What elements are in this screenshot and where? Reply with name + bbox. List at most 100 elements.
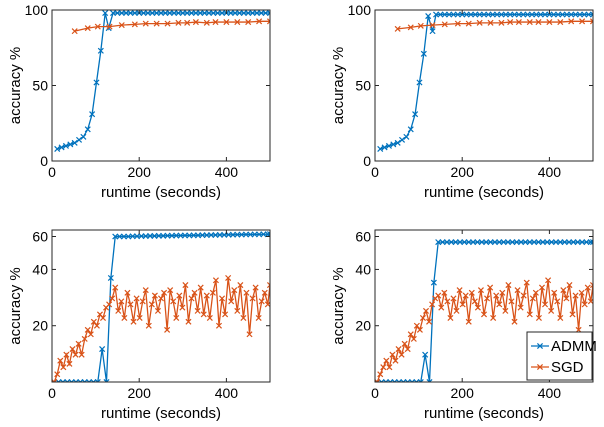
data-point-admm bbox=[382, 378, 389, 382]
data-point-sgd bbox=[90, 318, 97, 325]
data-point-admm bbox=[509, 239, 516, 246]
data-point-sgd bbox=[394, 25, 401, 32]
data-point-admm bbox=[242, 231, 250, 238]
data-point-sgd bbox=[109, 295, 116, 302]
data-point-sgd bbox=[184, 19, 191, 26]
data-point-sgd bbox=[563, 295, 570, 302]
data-point-sgd bbox=[167, 287, 174, 294]
data-point-sgd bbox=[450, 295, 457, 302]
data-point-admm bbox=[461, 239, 468, 246]
data-point-admm bbox=[240, 9, 247, 17]
data-point-sgd bbox=[200, 311, 207, 318]
data-point-admm bbox=[219, 9, 226, 17]
series-admm bbox=[377, 11, 593, 152]
data-point-sgd bbox=[234, 307, 241, 314]
data-point-sgd bbox=[520, 292, 527, 299]
data-point-sgd bbox=[401, 340, 408, 347]
data-point-sgd bbox=[535, 314, 542, 321]
data-point-sgd bbox=[578, 289, 585, 296]
data-point-sgd bbox=[176, 292, 183, 299]
data-point-sgd bbox=[203, 292, 210, 299]
data-point-admm bbox=[572, 11, 579, 18]
data-point-admm bbox=[399, 136, 406, 143]
data-point-admm bbox=[496, 239, 503, 246]
data-point-admm bbox=[86, 378, 93, 382]
data-point-sgd bbox=[215, 322, 223, 329]
data-point-admm bbox=[456, 239, 464, 246]
x-tick-label: 200 bbox=[128, 164, 152, 180]
data-point-admm bbox=[400, 378, 407, 382]
data-point-admm bbox=[403, 133, 410, 140]
data-point-admm bbox=[149, 9, 156, 17]
data-point-admm bbox=[251, 231, 258, 238]
data-point-sgd bbox=[407, 331, 414, 338]
data-point-admm bbox=[478, 239, 485, 246]
data-point-sgd bbox=[197, 284, 204, 291]
y-tick-label: 40 bbox=[355, 261, 371, 277]
data-point-sgd bbox=[386, 364, 393, 371]
data-point-sgd bbox=[380, 364, 387, 371]
data-point-admm bbox=[439, 239, 446, 246]
data-point-sgd bbox=[133, 295, 140, 302]
data-point-admm bbox=[452, 239, 459, 246]
data-point-sgd bbox=[72, 351, 79, 358]
legend-box bbox=[526, 331, 593, 381]
data-point-admm bbox=[378, 378, 385, 382]
data-point-sgd bbox=[383, 357, 390, 364]
data-point-sgd bbox=[106, 23, 113, 30]
data-point-sgd bbox=[551, 289, 558, 296]
data-point-sgd bbox=[84, 25, 91, 32]
data-point-admm bbox=[140, 9, 147, 17]
data-point-admm bbox=[67, 141, 74, 148]
y-tick-label: 40 bbox=[32, 261, 48, 277]
data-point-admm bbox=[201, 9, 208, 17]
data-point-admm bbox=[539, 239, 546, 246]
y-tick-label: 60 bbox=[32, 228, 48, 244]
data-point-admm bbox=[179, 9, 186, 17]
data-point-sgd bbox=[131, 21, 138, 28]
data-point-admm bbox=[123, 9, 130, 17]
data-point-sgd bbox=[468, 289, 475, 296]
data-point-sgd bbox=[529, 295, 536, 302]
data-point-admm bbox=[236, 9, 243, 17]
data-point-admm bbox=[155, 232, 162, 239]
y-tick-label: 0 bbox=[363, 153, 371, 169]
data-point-admm bbox=[416, 79, 423, 86]
data-point-sgd bbox=[487, 284, 494, 291]
data-point-sgd bbox=[266, 282, 270, 289]
data-point-sgd bbox=[78, 351, 85, 358]
data-point-sgd bbox=[557, 19, 564, 26]
data-point-admm bbox=[97, 47, 104, 54]
data-point-admm bbox=[147, 232, 154, 239]
data-point-sgd bbox=[456, 287, 463, 294]
data-point-sgd bbox=[219, 295, 226, 302]
data-point-admm bbox=[448, 239, 455, 246]
legend: ADMM SGD bbox=[526, 331, 597, 381]
data-point-sgd bbox=[222, 311, 229, 318]
legend-marker-sgd bbox=[536, 363, 544, 371]
series-sgd bbox=[52, 274, 270, 382]
data-point-sgd bbox=[121, 314, 128, 321]
data-point-admm bbox=[441, 11, 448, 18]
data-point-admm bbox=[413, 378, 420, 382]
data-point-admm bbox=[171, 9, 178, 17]
data-point-sgd bbox=[526, 311, 533, 318]
data-point-admm bbox=[216, 231, 223, 238]
data-point-admm bbox=[72, 378, 80, 382]
x-tick-label: 0 bbox=[48, 164, 56, 180]
data-point-sgd bbox=[231, 287, 238, 294]
data-point-admm bbox=[454, 11, 461, 18]
data-point-admm bbox=[89, 111, 96, 118]
data-point-sgd bbox=[471, 298, 478, 305]
y-tick-label: 50 bbox=[355, 78, 371, 94]
data-point-sgd bbox=[538, 284, 546, 291]
data-point-admm bbox=[459, 11, 466, 18]
data-point-admm bbox=[131, 9, 138, 17]
data-point-admm bbox=[426, 378, 433, 382]
data-point-admm bbox=[585, 11, 592, 18]
data-point-sgd bbox=[258, 298, 265, 305]
data-point-sgd bbox=[148, 301, 155, 308]
data-point-admm bbox=[94, 378, 101, 382]
data-point-sgd bbox=[139, 298, 146, 305]
y-tick-label: 20 bbox=[355, 318, 371, 334]
